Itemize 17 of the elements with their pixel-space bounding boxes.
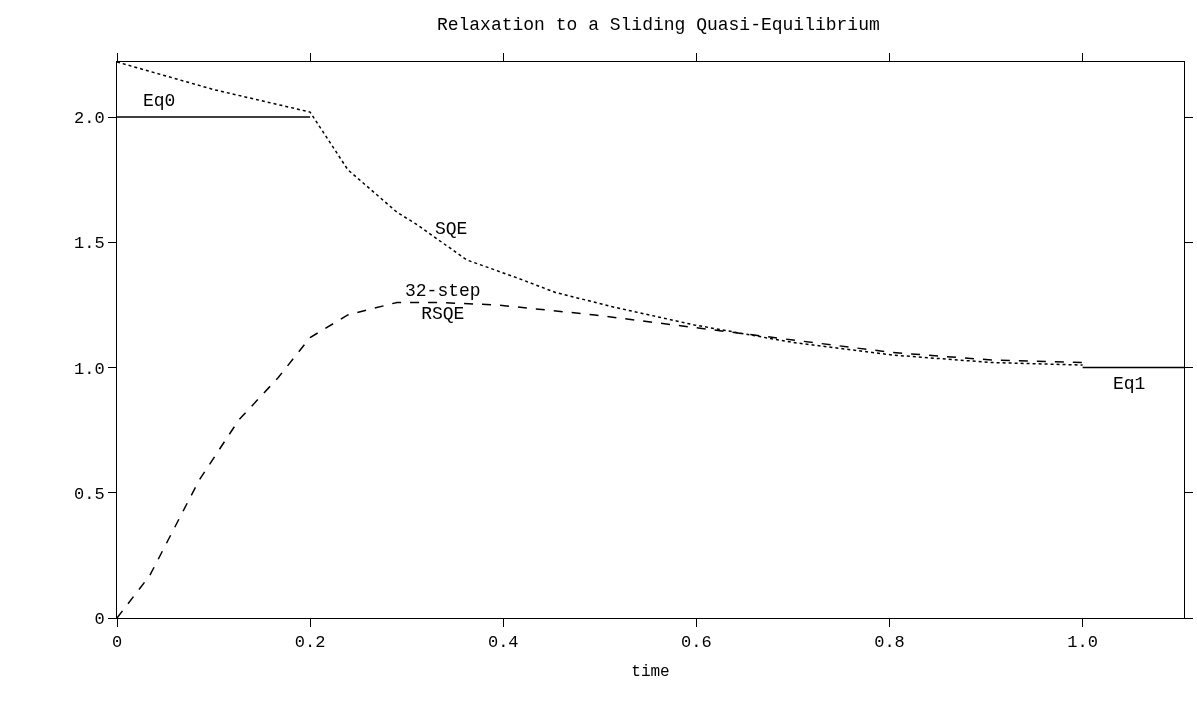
y-tick-label: 0 <box>94 609 105 629</box>
x-tick-label: 0.2 <box>294 633 326 653</box>
y-tick-label: 2.0 <box>73 109 105 129</box>
series-label: 32-step RSQE <box>405 281 481 325</box>
x-axis-title: time <box>631 663 670 681</box>
series-label: Eq0 <box>143 91 176 111</box>
y-tick-label: 1.5 <box>73 234 105 254</box>
series-label: SQE <box>435 219 468 239</box>
chart-title: Relaxation to a Sliding Quasi-Equilibrium <box>436 15 880 36</box>
y-tick-label: 0.5 <box>73 484 105 504</box>
y-tick-label: 1.0 <box>73 359 105 379</box>
series-label: Eq1 <box>1113 374 1146 394</box>
x-tick-label: 0 <box>111 633 123 653</box>
x-tick-label: 0.8 <box>874 633 905 653</box>
x-tick-label: 1.0 <box>1067 633 1098 653</box>
x-tick-label: 0.4 <box>487 633 519 653</box>
x-tick-label: 0.6 <box>681 633 712 653</box>
